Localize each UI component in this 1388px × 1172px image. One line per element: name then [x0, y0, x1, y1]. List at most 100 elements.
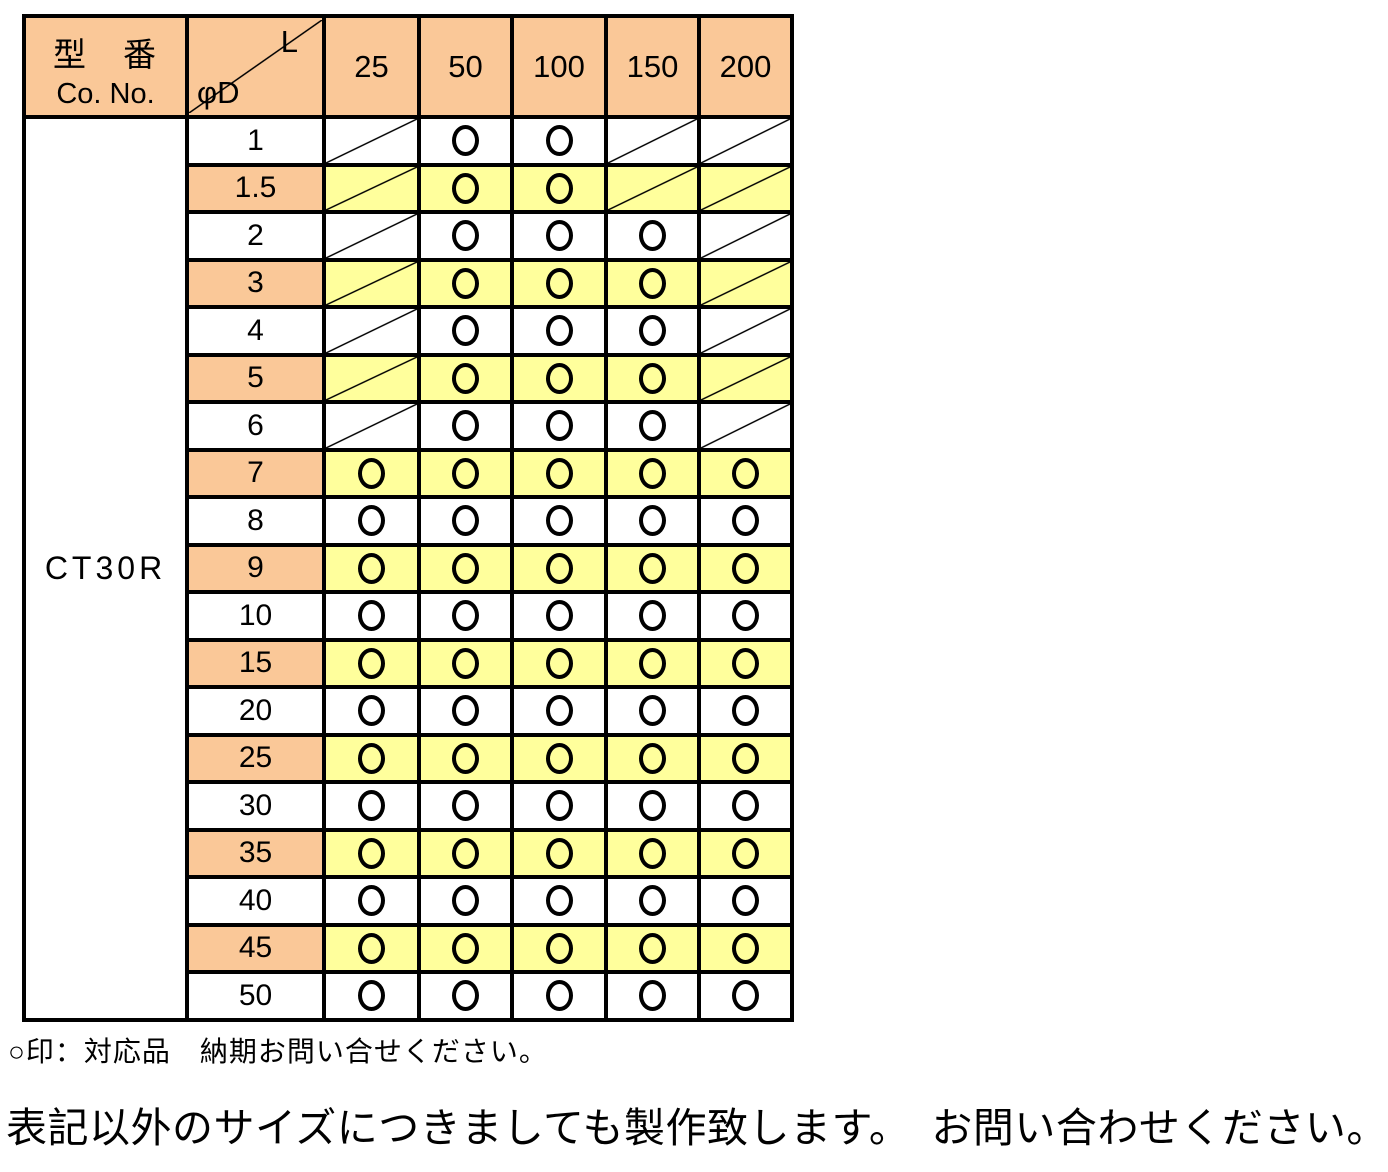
available-circle-icon — [732, 457, 759, 489]
available-cell — [322, 637, 421, 689]
available-circle-icon — [545, 647, 573, 679]
diameter-axis-label: φD — [197, 75, 240, 110]
available-cell — [510, 970, 608, 1022]
available-cell — [322, 495, 421, 547]
table-row: 35 — [24, 827, 794, 879]
diameter-value-cell: 2 — [185, 210, 326, 262]
available-cell — [604, 780, 701, 832]
diameter-value-cell: 25 — [185, 732, 326, 784]
available-circle-icon — [732, 600, 759, 632]
available-circle-icon — [639, 695, 666, 727]
model-header-inner: 型 番 Co. No. — [26, 20, 185, 113]
available-cell — [417, 685, 514, 737]
available-circle-icon — [358, 505, 385, 537]
available-cell — [322, 922, 421, 974]
available-circle-icon — [545, 505, 573, 537]
table-row: 25 — [24, 732, 794, 784]
available-cell — [510, 732, 608, 784]
available-cell — [322, 827, 421, 879]
available-circle-icon — [452, 125, 479, 157]
diameter-value-cell: 6 — [185, 400, 326, 452]
diameter-value-cell: 1.5 — [185, 162, 326, 214]
not-available-diagonal-cell — [697, 210, 794, 262]
not-available-diagonal-cell — [322, 305, 421, 357]
available-circle-icon — [545, 885, 573, 917]
available-circle-icon — [452, 220, 479, 252]
available-circle-icon — [452, 457, 479, 489]
available-circle-icon — [545, 695, 573, 727]
available-circle-icon — [358, 695, 385, 727]
available-circle-icon — [732, 742, 759, 774]
available-cell — [417, 305, 514, 357]
diameter-value-cell: 50 — [185, 970, 326, 1022]
available-circle-icon — [639, 505, 666, 537]
available-circle-icon — [452, 932, 479, 964]
available-cell — [417, 637, 514, 689]
table-row: 3 — [24, 257, 794, 309]
available-cell — [604, 637, 701, 689]
available-cell — [417, 447, 514, 499]
available-cell — [510, 875, 608, 927]
not-available-diagonal-cell — [697, 115, 794, 167]
available-cell — [604, 827, 701, 879]
not-available-diagonal-cell — [322, 352, 421, 404]
available-circle-icon — [452, 505, 479, 537]
available-cell — [322, 542, 421, 594]
available-circle-icon — [732, 505, 759, 537]
available-circle-icon — [452, 647, 479, 679]
available-cell — [604, 495, 701, 547]
available-cell — [510, 780, 608, 832]
table-row: 20 — [24, 685, 794, 737]
available-cell — [510, 542, 608, 594]
available-cell — [697, 922, 794, 974]
length-column-header-100: 100 — [510, 14, 608, 119]
length-axis-label: L — [280, 24, 298, 59]
available-circle-icon — [732, 885, 759, 917]
available-circle-icon — [452, 172, 479, 204]
available-cell — [417, 970, 514, 1022]
available-cell — [604, 922, 701, 974]
available-circle-icon — [545, 932, 573, 964]
available-cell — [697, 780, 794, 832]
available-cell — [510, 590, 608, 642]
available-circle-icon — [545, 837, 573, 869]
diagonal-split-cell: L φD — [189, 20, 322, 113]
available-cell — [322, 590, 421, 642]
header-row: 型 番 Co. No. L φD 25 50 100 150 200 — [22, 14, 794, 119]
available-cell — [604, 590, 701, 642]
available-circle-icon — [545, 220, 573, 252]
available-circle-icon — [545, 125, 573, 157]
available-circle-icon — [639, 315, 666, 347]
table-row: 4 — [24, 305, 794, 357]
diameter-value-cell: 20 — [185, 685, 326, 737]
diameter-value-cell: 40 — [185, 875, 326, 927]
model-number-cell: CT30R — [22, 115, 189, 1022]
available-cell — [417, 352, 514, 404]
available-cell — [697, 542, 794, 594]
diameter-value-cell: 8 — [185, 495, 326, 547]
available-cell — [417, 495, 514, 547]
not-available-diagonal-cell — [604, 162, 701, 214]
not-available-diagonal-cell — [322, 400, 421, 452]
length-column-header-50: 50 — [417, 14, 514, 119]
available-circle-icon — [639, 362, 666, 394]
available-circle-icon — [639, 457, 666, 489]
available-circle-icon — [639, 837, 666, 869]
available-circle-icon — [732, 980, 759, 1012]
available-circle-icon — [452, 552, 479, 584]
available-circle-icon — [358, 552, 385, 584]
availability-table: 型 番 Co. No. L φD 25 50 100 150 200 CT30R… — [22, 14, 794, 1022]
available-circle-icon — [452, 885, 479, 917]
available-cell — [510, 922, 608, 974]
available-cell — [417, 400, 514, 452]
available-circle-icon — [545, 600, 573, 632]
footer-note: 表記以外のサイズにつきましても製作致します。 お問い合わせください。 — [6, 1105, 1388, 1151]
available-circle-icon — [639, 410, 666, 442]
available-circle-icon — [639, 885, 666, 917]
not-available-diagonal-cell — [604, 115, 701, 167]
available-cell — [417, 210, 514, 262]
available-circle-icon — [358, 885, 385, 917]
available-cell — [697, 875, 794, 927]
available-cell — [697, 590, 794, 642]
available-circle-icon — [545, 457, 573, 489]
